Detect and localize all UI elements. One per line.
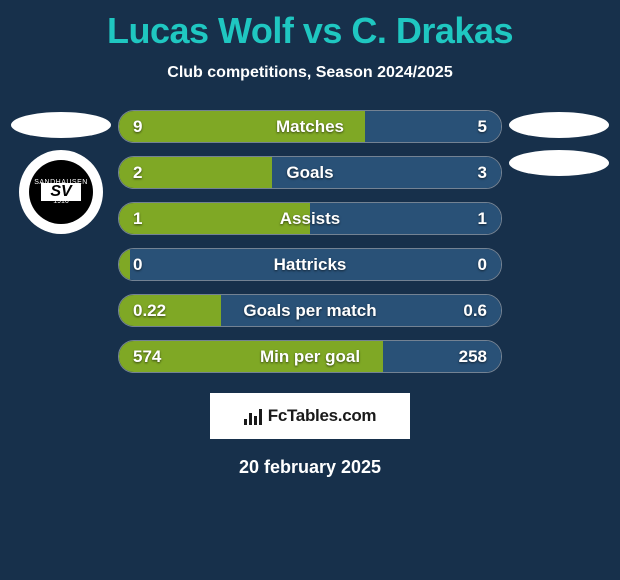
player-placeholder-right — [509, 112, 609, 138]
watermark-badge: FcTables.com — [210, 393, 410, 439]
club-badge-left: SANDHAUSEN 1916 SV — [19, 150, 103, 234]
stat-value-left: 2 — [133, 163, 142, 183]
stat-value-left: 0 — [133, 255, 142, 275]
stat-bar: 9 5 Matches — [118, 110, 502, 143]
stat-value-left: 574 — [133, 347, 161, 367]
stat-value-left: 9 — [133, 117, 142, 137]
comparison-container: SANDHAUSEN 1916 SV 9 5 Matches 2 3 Goals 1 1 Ass… — [0, 110, 620, 373]
date-text: 20 february 2025 — [0, 457, 620, 478]
stat-bars-column: 9 5 Matches 2 3 Goals 1 1 Assists 0 0 Hattricks 0.22… — [116, 110, 504, 373]
player-placeholder-left — [11, 112, 111, 138]
stat-value-right: 258 — [459, 347, 487, 367]
stat-value-left: 1 — [133, 209, 142, 229]
bars-icon — [244, 407, 262, 425]
stat-value-right: 0 — [478, 255, 487, 275]
stat-label: Hattricks — [274, 255, 347, 275]
bar-left-fill — [119, 249, 130, 280]
watermark-text: FcTables.com — [268, 406, 377, 426]
left-player-column: SANDHAUSEN 1916 SV — [6, 110, 116, 234]
stat-bar: 0 0 Hattricks — [118, 248, 502, 281]
stat-label: Assists — [280, 209, 340, 229]
stat-label: Matches — [276, 117, 344, 137]
stat-value-right: 5 — [478, 117, 487, 137]
stat-value-left: 0.22 — [133, 301, 166, 321]
stat-label: Goals — [286, 163, 333, 183]
stat-bar: 2 3 Goals — [118, 156, 502, 189]
stat-bar: 574 258 Min per goal — [118, 340, 502, 373]
stat-label: Goals per match — [243, 301, 376, 321]
stat-bar: 1 1 Assists — [118, 202, 502, 235]
subtitle: Club competitions, Season 2024/2025 — [0, 64, 620, 82]
stat-value-right: 1 — [478, 209, 487, 229]
club-initials: SV — [41, 183, 81, 201]
stat-value-right: 0.6 — [463, 301, 487, 321]
page-title: Lucas Wolf vs C. Drakas — [0, 0, 620, 52]
stat-label: Min per goal — [260, 347, 360, 367]
club-placeholder-right — [509, 150, 609, 176]
right-player-column — [504, 110, 614, 176]
stat-bar: 0.22 0.6 Goals per match — [118, 294, 502, 327]
stat-value-right: 3 — [478, 163, 487, 183]
